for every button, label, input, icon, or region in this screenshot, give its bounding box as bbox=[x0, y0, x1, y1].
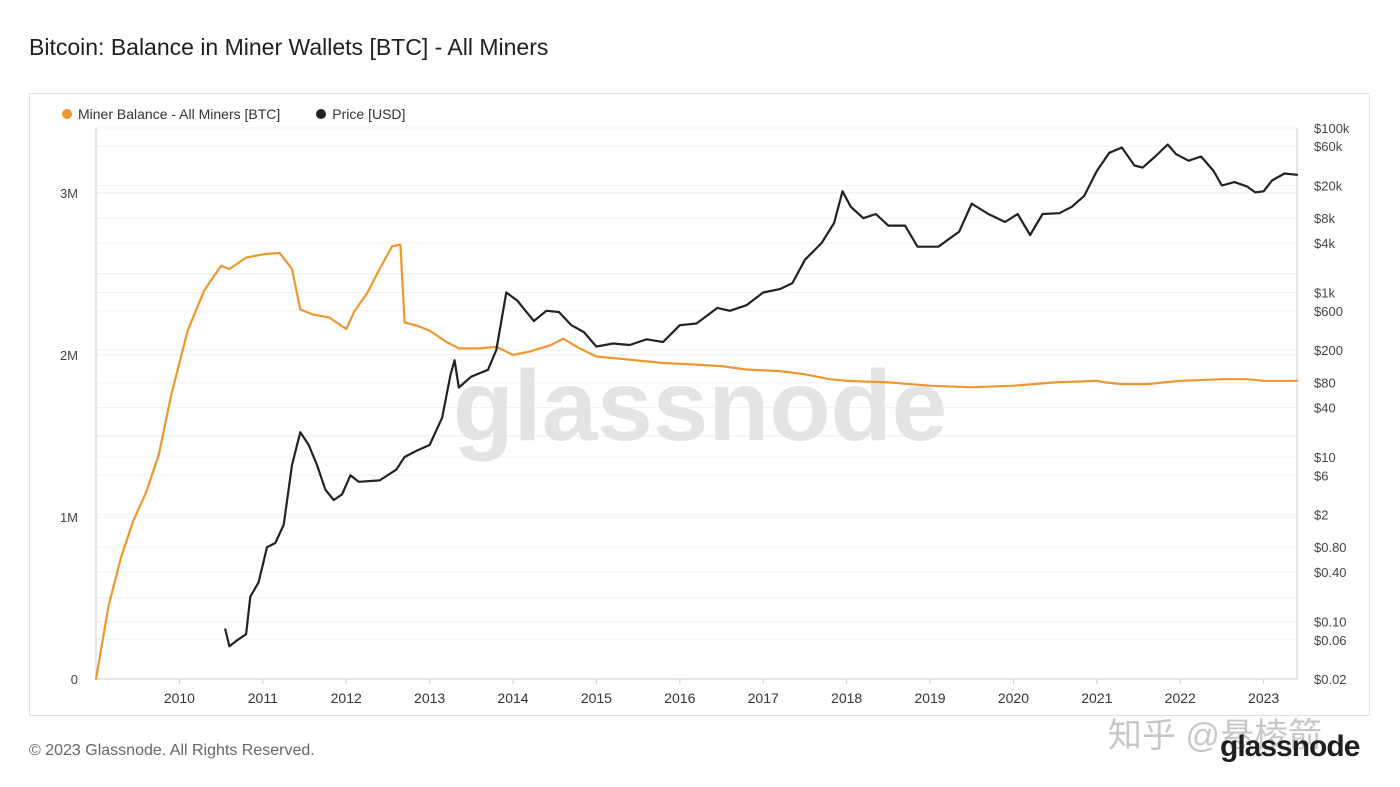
legend-item-miner-balance[interactable]: Miner Balance - All Miners [BTC] bbox=[62, 106, 280, 122]
x-tick-label: 2020 bbox=[998, 690, 1029, 706]
watermark-text: glassnode bbox=[453, 350, 948, 462]
x-tick-label: 2018 bbox=[831, 690, 862, 706]
y-right-tick-label: $6 bbox=[1314, 468, 1328, 483]
legend-dot-icon bbox=[316, 109, 327, 119]
x-tick-label: 2014 bbox=[497, 690, 528, 706]
x-tick-label: 2011 bbox=[248, 690, 278, 706]
zh-watermark: 知乎 @悬棱箭 bbox=[1108, 717, 1322, 755]
x-tick-label: 2021 bbox=[1081, 690, 1112, 706]
x-tick-label: 2016 bbox=[664, 690, 695, 706]
x-tick-label: 2013 bbox=[414, 690, 445, 706]
y-right-tick-label: $1k bbox=[1314, 286, 1335, 301]
x-tick-label: 2017 bbox=[748, 690, 779, 706]
x-tick-label: 2015 bbox=[581, 690, 612, 706]
series-line-price bbox=[224, 143, 1299, 648]
y-right-tick-label: $600 bbox=[1314, 304, 1343, 319]
y-left-tick-label: 2M bbox=[60, 348, 78, 363]
y-right-tick-label: $0.80 bbox=[1314, 540, 1347, 555]
x-tick-label: 2019 bbox=[914, 690, 945, 706]
legend: Miner Balance - All Miners [BTC] Price [… bbox=[62, 106, 405, 122]
y-right-tick-label: $100k bbox=[1314, 121, 1350, 136]
series-group bbox=[94, 143, 1299, 681]
y-right-tick-label: $20k bbox=[1314, 178, 1343, 193]
y-left-tick-label: 1M bbox=[60, 510, 78, 525]
brand-logo: glassnode bbox=[1220, 730, 1360, 763]
y-right-tick-label: $0.40 bbox=[1314, 565, 1347, 580]
y-right-tick-label: $80 bbox=[1314, 376, 1336, 391]
chart-panel bbox=[29, 93, 1370, 716]
grid bbox=[96, 127, 1297, 680]
y-right-tick-label: $2 bbox=[1314, 507, 1328, 522]
y-right-tick-label: $0.02 bbox=[1314, 672, 1347, 687]
y-right-tick-label: $200 bbox=[1314, 343, 1343, 358]
y-right-tick-label: $8k bbox=[1314, 211, 1335, 226]
series-line-miner-balance bbox=[94, 243, 1299, 681]
y-left-tick-label: 0 bbox=[71, 672, 78, 687]
y-right-tick-label: $60k bbox=[1314, 139, 1343, 154]
chart-title: Bitcoin: Balance in Miner Wallets [BTC] … bbox=[29, 34, 549, 60]
legend-label-miner-balance: Miner Balance - All Miners [BTC] bbox=[78, 106, 281, 122]
y-right-tick-label: $0.10 bbox=[1314, 615, 1347, 630]
copyright-text: © 2023 Glassnode. All Rights Reserved. bbox=[29, 742, 315, 759]
y-right-tick-label: $40 bbox=[1314, 400, 1336, 415]
x-tick-label: 2022 bbox=[1165, 690, 1196, 706]
x-tick-label: 2023 bbox=[1248, 690, 1279, 706]
y-left-tick-label: 3M bbox=[60, 186, 78, 201]
x-tick-label: 2010 bbox=[164, 690, 195, 706]
legend-item-price[interactable]: Price [USD] bbox=[316, 106, 405, 122]
axes: 0 1M 2M 3M $100k $60k $20k $8k $4k $1k $600 $200 $80… bbox=[60, 121, 1350, 706]
y-right-tick-label: $0.06 bbox=[1314, 633, 1347, 648]
y-right-tick-label: $4k bbox=[1314, 236, 1335, 251]
legend-label-price: Price [USD] bbox=[332, 106, 406, 122]
y-right-tick-label: $10 bbox=[1314, 450, 1336, 465]
x-tick-label: 2012 bbox=[331, 690, 362, 706]
legend-dot-icon bbox=[62, 109, 72, 119]
